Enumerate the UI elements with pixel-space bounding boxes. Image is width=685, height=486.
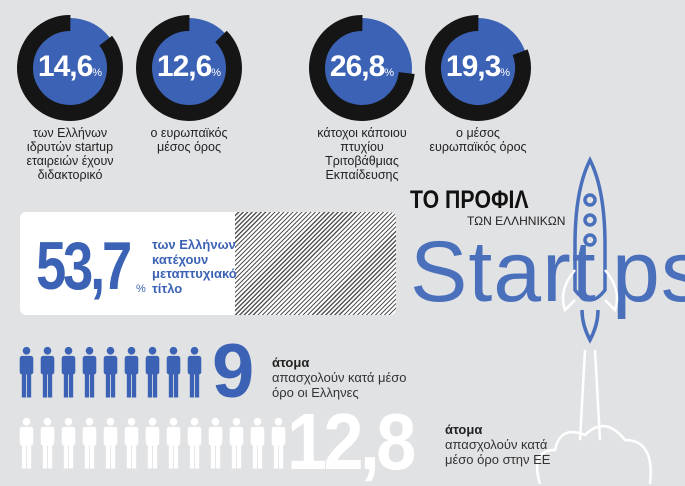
donut-ring — [309, 15, 415, 121]
rocket-icon — [535, 156, 652, 484]
donut-value: 14,6 — [37, 50, 93, 83]
person-icon — [145, 417, 160, 469]
employees-gr-text: απασχολούν κατά μέσο όρο οι Ελληνες — [272, 370, 407, 400]
donut-ring — [136, 15, 242, 121]
employees-gr-value: 9 — [212, 329, 255, 414]
person-icon — [40, 346, 55, 398]
donut-label: ο ευρωπαϊκός μέσος όρος — [150, 126, 228, 154]
person-icon — [166, 346, 181, 398]
donut-unit: % — [384, 67, 395, 79]
donut-fill — [312, 18, 412, 118]
donut-fill — [139, 18, 239, 118]
person-icon — [103, 346, 118, 398]
donut-label: κάτοχοι κάποιου πτυχίου Τριτοβάθμιας Εκπ… — [317, 126, 407, 182]
title-start: Start — [410, 224, 597, 320]
masters-box — [20, 212, 396, 315]
person-icon — [19, 417, 34, 469]
donut-value: 19,3 — [445, 50, 501, 83]
person-icon — [61, 417, 76, 469]
masters-unit: % — [136, 283, 146, 295]
donut-fill — [20, 18, 120, 118]
donut-label: των Ελλήνων ιδρυτών startup εταιρειών έχ… — [26, 126, 114, 182]
person-icon — [166, 417, 181, 469]
donut-ring — [16, 14, 123, 121]
donut-value: 12,6 — [156, 50, 212, 83]
person-icon — [61, 346, 76, 398]
person-icon — [82, 346, 97, 398]
title-ps: ps — [612, 224, 685, 320]
donut-unit: % — [92, 67, 103, 79]
donut-label: ο μέσος ευρωπαϊκός όρος — [429, 126, 527, 154]
donut-unit: % — [211, 67, 222, 79]
person-icon — [187, 346, 202, 398]
person-icon — [145, 346, 160, 398]
person-icon — [271, 417, 286, 469]
donut-unit: % — [500, 67, 511, 79]
person-icon — [40, 417, 55, 469]
person-icon — [82, 417, 97, 469]
person-icon — [124, 417, 139, 469]
employees-eu-text: απασχολούν κατά μέσο όρο στην ΕΕ — [445, 437, 551, 467]
person-icon — [19, 346, 34, 398]
person-icon — [187, 417, 202, 469]
person-icon — [229, 417, 244, 469]
donut-fill — [428, 18, 528, 118]
title-line2: ΤΩΝ ΕΛΛΗΝΙΚΩΝ — [467, 214, 566, 228]
donut-chart: 12,6% — [135, 14, 243, 122]
employees-eu-bold: άτομα — [445, 422, 483, 437]
employees-gr-bold: άτομα — [272, 355, 310, 370]
title-line1: ΤΟ ΠΡΟΦΙΛ — [410, 186, 529, 214]
donut-chart: 19,3% — [424, 14, 532, 122]
person-icon — [124, 346, 139, 398]
person-icon — [250, 417, 265, 469]
masters-value: 53,7 — [36, 228, 132, 304]
person-icon — [208, 417, 223, 469]
hatch-pattern — [235, 212, 396, 315]
donut-chart: 14,6% — [16, 14, 124, 122]
masters-label: των Ελλήνων κατέχουν μεταπτυχιακό τίτλο — [152, 237, 237, 296]
donut-value: 26,8 — [329, 50, 385, 83]
person-icon — [103, 417, 118, 469]
employees-eu-value: 12,8 — [287, 397, 416, 486]
donut-chart: 26,8% — [308, 14, 416, 122]
